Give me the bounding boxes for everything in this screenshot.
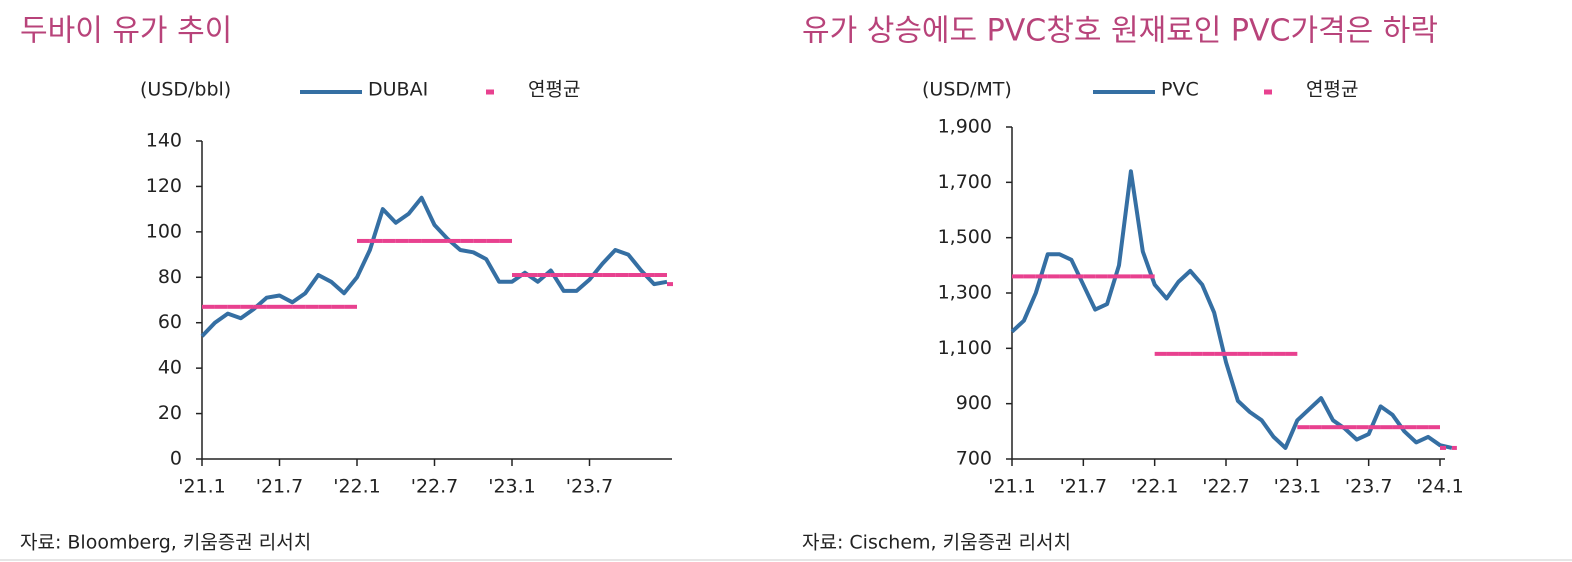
y-axis-unit: (USD/bbl) xyxy=(140,79,231,101)
x-tick-label: '22.1 xyxy=(333,476,381,498)
legend-label: DUBAI xyxy=(368,79,428,101)
y-tick-label: 1,900 xyxy=(938,116,992,138)
source: 자료: Cischem, 키움증권 리서치 xyxy=(802,532,1071,554)
x-tick-label: '21.1 xyxy=(988,476,1036,498)
y-axis-unit: (USD/MT) xyxy=(922,79,1012,101)
y-tick-label: 700 xyxy=(956,448,992,470)
y-tick-label: 1,500 xyxy=(938,226,992,248)
y-tick-label: 1,100 xyxy=(938,337,992,359)
y-tick-label: 60 xyxy=(158,311,182,333)
legend-label: 연평균 xyxy=(1306,79,1358,101)
x-tick-label: '21.1 xyxy=(178,476,226,498)
x-tick-label: '23.7 xyxy=(1345,476,1393,498)
y-tick-label: 140 xyxy=(146,130,182,152)
line-series xyxy=(1010,169,1453,450)
x-tick-label: '24.1 xyxy=(1416,476,1464,498)
legend-label: PVC xyxy=(1161,79,1199,101)
y-tick-label: 80 xyxy=(158,266,182,288)
y-tick-label: 1,700 xyxy=(938,171,992,193)
x-tick-label: '21.7 xyxy=(256,476,304,498)
line-series xyxy=(200,195,668,338)
y-tick-label: 120 xyxy=(146,175,182,197)
x-tick-label: '21.7 xyxy=(1060,476,1108,498)
y-tick-label: 900 xyxy=(956,392,992,414)
x-tick-label: '22.1 xyxy=(1131,476,1179,498)
y-tick-label: 100 xyxy=(146,220,182,242)
y-tick-label: 0 xyxy=(170,448,182,470)
chart-title: 두바이 유가 추이 xyxy=(20,14,232,49)
y-tick-label: 20 xyxy=(158,402,182,424)
x-tick-label: '23.7 xyxy=(566,476,614,498)
chart-title: 유가 상승에도 PVC창호 원재료인 PVC가격은 하락 xyxy=(802,14,1438,49)
legend-label: 연평균 xyxy=(528,79,580,101)
x-tick-label: '22.7 xyxy=(411,476,459,498)
x-tick-label: '23.1 xyxy=(488,476,536,498)
x-tick-label: '22.7 xyxy=(1202,476,1250,498)
x-tick-label: '23.1 xyxy=(1274,476,1322,498)
y-tick-label: 1,300 xyxy=(938,282,992,304)
source: 자료: Bloomberg, 키움증권 리서치 xyxy=(20,532,311,554)
y-tick-label: 40 xyxy=(158,357,182,379)
